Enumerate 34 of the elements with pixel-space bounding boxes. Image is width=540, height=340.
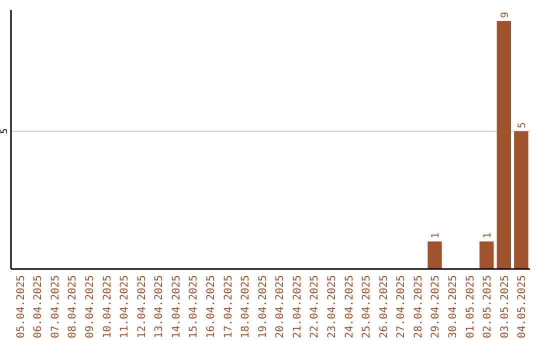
x-tick-label: 26.04.2025 bbox=[378, 275, 390, 338]
data-label: 9 bbox=[500, 12, 511, 18]
x-tick-label: 25.04.2025 bbox=[360, 275, 373, 338]
x-tick-label: 18.04.2025 bbox=[240, 275, 252, 338]
x-tick-label: 09.04.2025 bbox=[84, 275, 96, 338]
x-tick-label: 08.04.2025 bbox=[66, 275, 79, 338]
x-tick-label: 06.04.2025 bbox=[32, 275, 44, 338]
x-tick-label: 04.05.2025 bbox=[516, 275, 528, 338]
x-tick-label: 27.04.2025 bbox=[395, 275, 408, 338]
x-tick-label: 20.04.2025 bbox=[274, 275, 286, 338]
x-tick-label: 28.04.2025 bbox=[412, 275, 424, 338]
x-tick-label: 23.04.2025 bbox=[326, 275, 338, 338]
data-label: 1 bbox=[482, 232, 494, 238]
data-label: 5 bbox=[517, 122, 528, 128]
x-tick-label: 15.04.2025 bbox=[188, 275, 200, 338]
x-tick-label: 30.04.2025 bbox=[447, 275, 460, 338]
x-tick-label: 10.04.2025 bbox=[101, 275, 114, 338]
x-tick-label: 22.04.2025 bbox=[308, 275, 321, 338]
x-tick-label: 12.04.2025 bbox=[136, 275, 148, 338]
x-tick-label: 16.04.2025 bbox=[204, 275, 217, 338]
x-tick-label: 19.04.2025 bbox=[256, 275, 269, 338]
x-tick-label: 14.04.2025 bbox=[170, 275, 182, 338]
x-tick-label: 24.04.2025 bbox=[343, 275, 356, 338]
x-tick-label: 03.05.2025 bbox=[498, 275, 511, 338]
x-tick-label: 11.04.2025 bbox=[118, 275, 131, 338]
data-label: 1 bbox=[430, 232, 442, 238]
x-tick-label: 21.04.2025 bbox=[291, 275, 304, 338]
x-tick-label: 29.04.2025 bbox=[430, 275, 442, 338]
x-tick-label: 01.05.2025 bbox=[464, 275, 476, 338]
x-tick-label: 07.04.2025 bbox=[49, 275, 62, 338]
x-tick-label: 02.05.2025 bbox=[482, 275, 494, 338]
x-tick-label: 13.04.2025 bbox=[153, 275, 166, 338]
x-tick-label: 05.04.2025 bbox=[14, 275, 27, 338]
x-tick-label: 17.04.2025 bbox=[222, 275, 234, 338]
